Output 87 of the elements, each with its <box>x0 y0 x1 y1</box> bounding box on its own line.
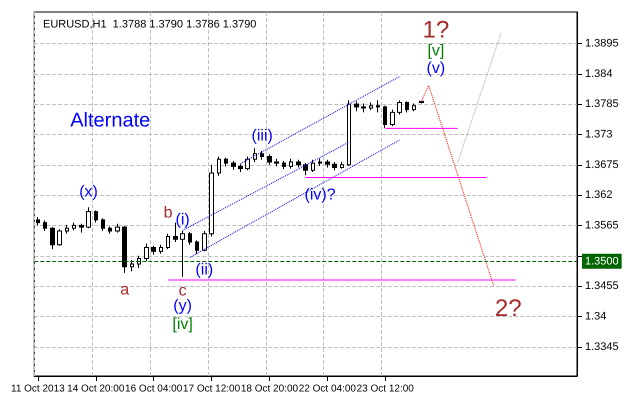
candlestick <box>405 100 409 113</box>
candlestick <box>318 158 322 166</box>
candlestick <box>151 245 156 256</box>
candlestick <box>79 223 84 234</box>
candlestick <box>50 226 55 250</box>
y-tick-label: 1.3455 <box>585 280 619 292</box>
candlestick <box>43 220 47 232</box>
candlestick <box>36 216 40 226</box>
annotation: [iv] <box>172 316 193 334</box>
candlestick <box>332 162 337 171</box>
candlestick <box>282 160 286 170</box>
candlestick <box>267 154 272 166</box>
candlestick <box>195 240 199 255</box>
x-tick-label: 11 Oct 2013 <box>10 384 66 394</box>
candlestick <box>188 232 192 246</box>
annotation: (iii) <box>252 128 273 145</box>
y-tick-label: 1.3345 <box>585 340 619 353</box>
candlestick <box>419 100 424 104</box>
candlestick <box>383 105 387 128</box>
candlestick <box>231 160 236 170</box>
y-tick-label: 1.3785 <box>585 98 619 110</box>
candlestick <box>115 223 120 234</box>
annotation: (ii) <box>195 262 214 279</box>
candlestick <box>122 225 127 274</box>
candlestick <box>274 158 279 167</box>
candlestick <box>202 230 207 252</box>
candlestick <box>144 243 149 262</box>
y-tick-label: 1.3675 <box>585 158 619 171</box>
candlestick <box>238 164 243 172</box>
candlestick <box>245 156 250 171</box>
candlestick <box>159 244 163 254</box>
y-tick-label: 1.384 <box>585 68 613 80</box>
annotation: [v] <box>427 42 444 60</box>
annotation: a <box>120 281 130 298</box>
candlestick <box>311 159 315 172</box>
candlestick <box>72 222 76 231</box>
candlestick <box>209 164 214 237</box>
annotation: 1? <box>422 16 450 44</box>
annotation: (v) <box>426 60 446 77</box>
candlestick <box>94 210 98 224</box>
candlestick <box>86 206 91 229</box>
y-tick-label: 1.3565 <box>585 219 619 232</box>
candlestick <box>217 156 221 176</box>
x-tick-label: 17 Oct 12:00 <box>182 384 241 394</box>
candlestick <box>224 157 228 167</box>
candlestick <box>65 224 69 234</box>
x-tick-label: 18 Oct 20:00 <box>240 384 299 394</box>
candlestick <box>347 100 351 166</box>
text: EURUSD,H1 1.3788 1.3790 1.3786 1.3790 <box>43 18 256 30</box>
x-tick-label: 16 Oct 04:00 <box>125 384 183 394</box>
candlestick <box>296 159 301 168</box>
candlestick <box>369 102 373 111</box>
candlestick <box>57 228 62 246</box>
annotation: 2? <box>494 295 522 322</box>
candlestick <box>397 100 402 116</box>
candlestick <box>166 233 170 250</box>
candlestick <box>180 230 185 278</box>
candlestick <box>303 162 308 176</box>
candlestick <box>173 222 178 242</box>
y-tick-label: 1.34 <box>585 310 606 322</box>
annotation: c <box>178 282 187 300</box>
candlestick <box>390 109 395 127</box>
y-tick-label: 1.3895 <box>585 37 619 50</box>
candlestick <box>354 100 359 112</box>
candlestick <box>412 103 416 112</box>
candlestick <box>253 148 257 163</box>
y-tick-label: 1.373 <box>585 128 613 140</box>
candlestick <box>130 260 134 272</box>
candlestick <box>260 150 264 160</box>
ref-line-label: 1.3500 <box>585 255 619 268</box>
annotation: (i) <box>175 211 190 228</box>
annotation: (x) <box>79 183 98 200</box>
annotation: b <box>164 204 173 222</box>
annotation: (y) <box>173 297 192 314</box>
x-tick-label: 22 Oct 04:00 <box>298 384 356 394</box>
annotation: Alternate <box>70 110 150 132</box>
x-tick-label: 14 Oct 20:00 <box>67 384 125 394</box>
candlestick <box>101 218 105 232</box>
y-tick-label: 1.362 <box>585 189 613 202</box>
candlestick <box>361 103 366 113</box>
candlestick <box>340 162 344 170</box>
candlestick <box>289 158 293 170</box>
candlestick <box>325 159 330 168</box>
x-tick-label: 23 Oct 12:00 <box>356 384 414 394</box>
candlestick <box>108 226 112 234</box>
annotation: (iv)? <box>304 186 336 204</box>
candlestick <box>376 100 380 113</box>
